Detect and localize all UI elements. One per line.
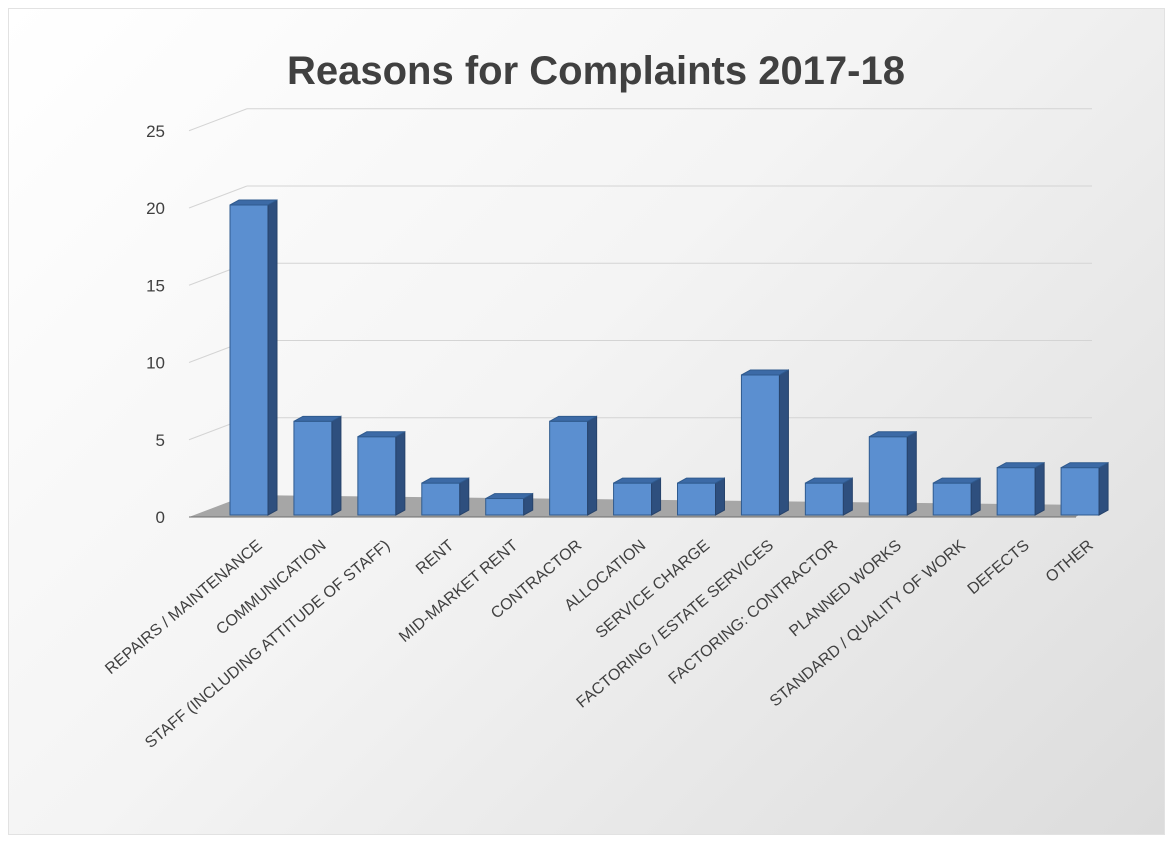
bar-front: [804, 482, 844, 516]
bar-front: [868, 436, 908, 516]
bar-side: [1098, 461, 1109, 516]
bar-front: [996, 467, 1036, 516]
bar: [357, 430, 406, 516]
bar-top: [293, 415, 342, 422]
bar-side: [842, 477, 853, 516]
bar-top: [677, 477, 725, 484]
bar-side: [1034, 461, 1045, 516]
y-tick-label: 5: [156, 431, 165, 450]
bar-top: [421, 477, 470, 484]
y-tick-label: 25: [146, 122, 165, 141]
bars: [229, 199, 1109, 516]
x-tick-label: COMMUNICATION: [213, 537, 329, 638]
bar: [229, 199, 278, 516]
bar-side: [267, 199, 278, 516]
bar: [421, 477, 470, 516]
bar-side: [778, 369, 789, 516]
bar-side: [459, 477, 470, 516]
x-tick-label: RENT: [413, 537, 457, 578]
bar-side: [906, 430, 917, 516]
bar-top: [869, 431, 917, 438]
bar: [677, 477, 725, 516]
bar-side: [587, 415, 598, 516]
bar: [804, 477, 853, 516]
bar: [996, 461, 1045, 516]
bar-front: [485, 498, 525, 516]
bar-front: [677, 482, 716, 516]
bar-front: [1060, 467, 1100, 516]
chart-svg: Reasons for Complaints 2017-18 0 5 10 15 20 2…: [102, 49, 1109, 752]
bar-top: [932, 477, 981, 484]
gridlines: [188, 108, 1092, 441]
x-tick-label: DEFECTS: [965, 537, 1033, 598]
bar-front: [357, 436, 397, 516]
y-tick-label: 10: [146, 354, 165, 373]
bar-front: [613, 482, 653, 516]
x-tick-label: SERVICE CHARGE: [593, 537, 713, 642]
bar: [613, 477, 662, 516]
bar-side: [970, 477, 981, 516]
bar: [485, 492, 534, 516]
bar: [1060, 461, 1109, 516]
bar-front: [549, 420, 589, 516]
bar-side: [331, 415, 342, 516]
bar-top: [1060, 462, 1109, 469]
gridline-side: [188, 185, 248, 209]
chart-title: Reasons for Complaints 2017-18: [287, 49, 905, 93]
bar: [549, 415, 598, 516]
bar-top: [613, 477, 661, 484]
bar-top: [805, 477, 853, 484]
bar: [868, 430, 917, 516]
chart-area: Reasons for Complaints 2017-18 0 5 10 15 20 2…: [8, 8, 1165, 835]
bar-top: [357, 431, 406, 438]
y-tick-label: 0: [156, 508, 165, 527]
bar-front: [293, 420, 333, 516]
bar-top: [549, 415, 597, 422]
x-tick-label: STAFF (INCLUDING ATTITUDE OF STAFF): [142, 537, 393, 752]
x-axis: REPAIRS / MAINTENANCECOMMUNICATIONSTAFF …: [102, 537, 1096, 752]
x-tick-label: PLANNED WORKS: [786, 537, 905, 640]
bar-top: [485, 493, 533, 500]
y-axis: 0 5 10 15 20 25: [146, 122, 165, 527]
bar-top: [996, 462, 1045, 469]
x-tick-label: MID-MARKET RENT: [396, 537, 521, 646]
bar-front: [229, 204, 269, 516]
bar-side: [651, 477, 662, 516]
bar-front: [421, 482, 461, 516]
x-tick-label: OTHER: [1043, 537, 1097, 586]
bar-front: [932, 482, 972, 516]
bar-top: [741, 369, 789, 376]
bar: [293, 415, 342, 516]
bar-front: [740, 374, 780, 516]
bar: [740, 369, 789, 516]
bar-top: [229, 199, 278, 206]
gridline-side: [188, 108, 248, 132]
bar: [932, 477, 981, 516]
y-tick-label: 15: [146, 276, 165, 295]
bar-side: [715, 477, 725, 516]
y-tick-label: 20: [146, 199, 165, 218]
bar-side: [395, 430, 406, 516]
